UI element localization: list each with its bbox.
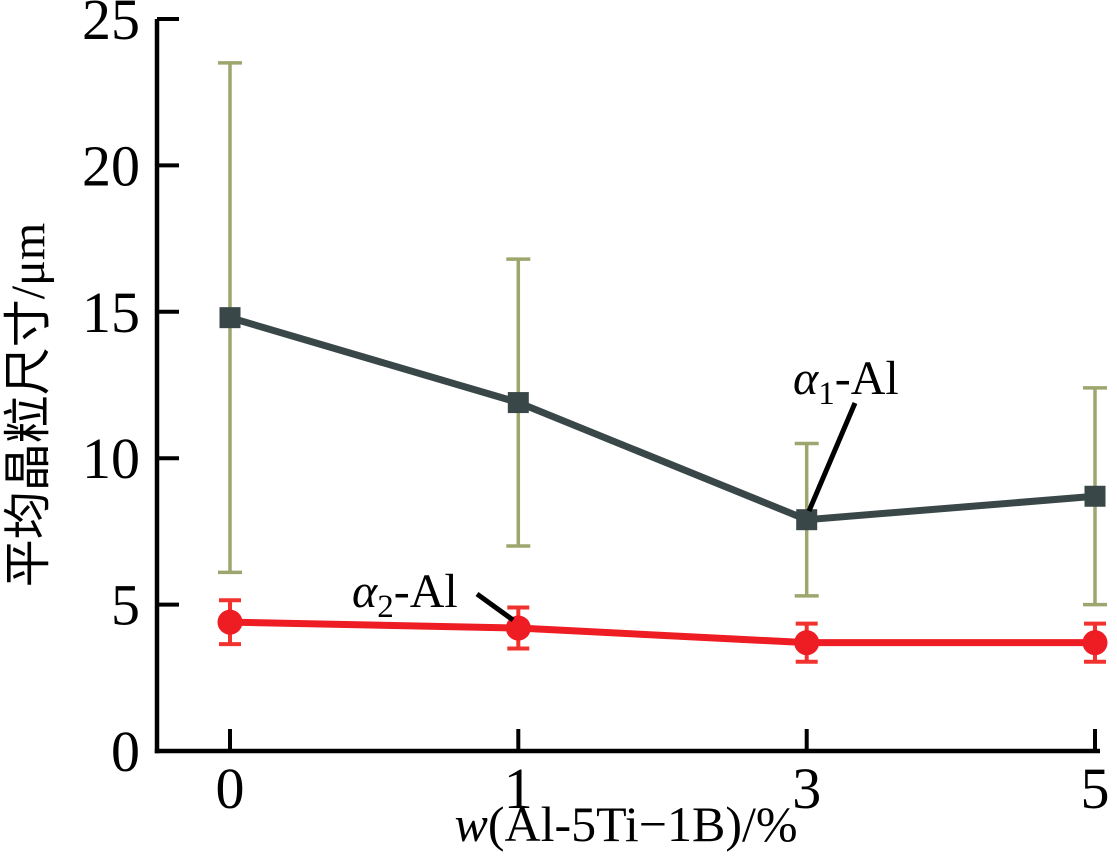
series-line-alpha1	[229, 314, 1096, 524]
y-tick-label: 10	[82, 426, 140, 491]
y-tick-label: 5	[111, 573, 140, 638]
y-axis-title: 平均晶粒尺寸/μm	[2, 223, 55, 587]
y-tick-label: 20	[82, 133, 140, 198]
annotation-pointer-alpha2	[475, 591, 515, 623]
marker-square-alpha1	[1084, 485, 1106, 507]
x-axis-title: w(Al-5Ti−1B)/%	[454, 796, 797, 852]
marker-square-alpha1	[219, 307, 241, 329]
marker-circle-alpha2	[505, 615, 531, 641]
marker-square-alpha1	[796, 509, 818, 531]
annotation-pointer-alpha1	[806, 402, 858, 512]
x-tick-label: 3	[792, 756, 821, 821]
x-tick-label: 0	[216, 756, 245, 821]
annotation-label-alpha2: α2-Al	[352, 565, 458, 625]
x-tick-label: 1	[504, 756, 533, 821]
y-tick-label: 25	[82, 0, 140, 52]
marker-circle-alpha2	[1082, 630, 1108, 656]
y-tick-label: 0	[111, 719, 140, 784]
annotation-label-alpha1: α1-Al	[793, 352, 899, 412]
series-line-alpha2	[229, 618, 1095, 647]
marker-circle-alpha2	[217, 609, 243, 635]
x-tick-label: 5	[1081, 756, 1110, 821]
marker-circle-alpha2	[794, 630, 820, 656]
marker-square-alpha1	[507, 392, 529, 414]
y-tick-label: 15	[82, 280, 140, 345]
